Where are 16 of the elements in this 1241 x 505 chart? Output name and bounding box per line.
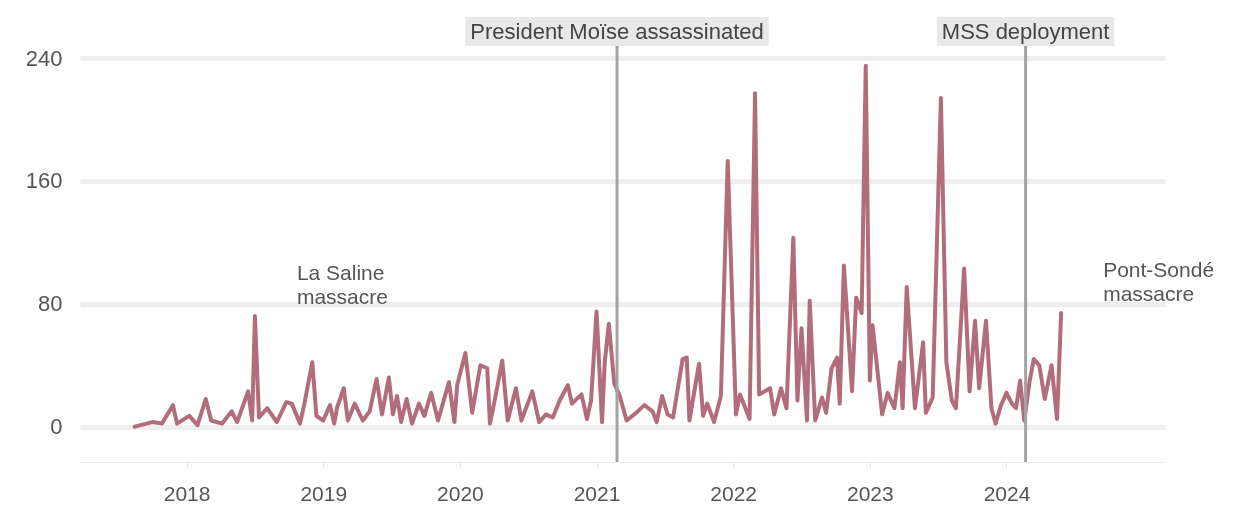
x-tick-label: 2020 xyxy=(437,481,484,505)
x-tick-label: 2018 xyxy=(163,481,211,505)
ref-line-label: President Moïse assassinated xyxy=(470,19,764,44)
line-series xyxy=(132,63,1064,429)
x-tick-label: 2021 xyxy=(573,481,621,505)
x-tick-label: 2024 xyxy=(983,481,1031,505)
y-tick-label: 0 xyxy=(50,414,63,440)
x-tick-label: 2023 xyxy=(846,481,894,505)
annotation: Pont-Sondé massacre xyxy=(1103,258,1215,305)
y-tick-label: 80 xyxy=(38,291,63,317)
x-tick-label: 2019 xyxy=(300,481,348,505)
ref-line-label: MSS deployment xyxy=(941,19,1110,44)
x-tick-label: 2022 xyxy=(710,481,758,505)
y-tick-label: 160 xyxy=(25,168,63,194)
y-tick-label: 240 xyxy=(25,45,63,71)
annotation: La Saline massacre xyxy=(296,261,388,309)
